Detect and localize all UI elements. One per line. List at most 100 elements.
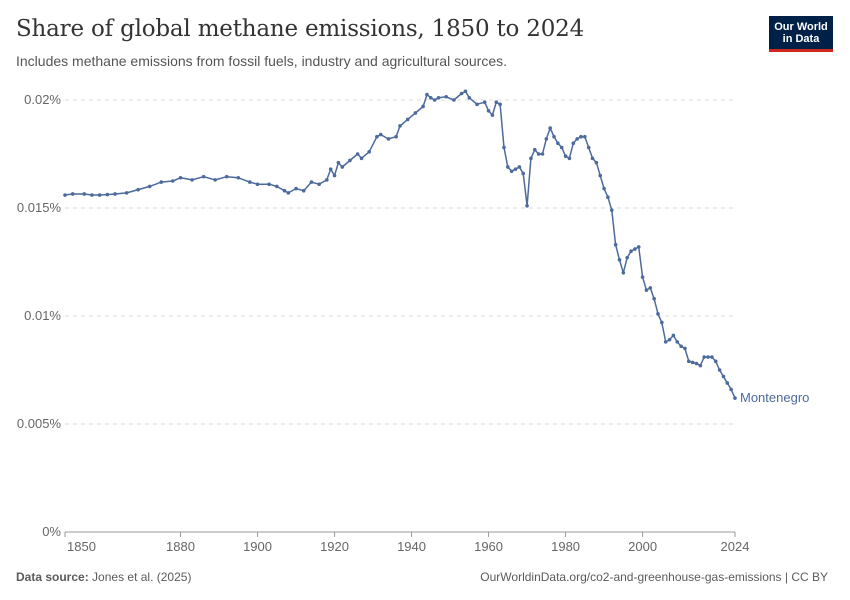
- data-point[interactable]: [648, 286, 653, 290]
- data-point[interactable]: [713, 359, 718, 364]
- data-point[interactable]: [429, 96, 433, 100]
- data-point[interactable]: [733, 396, 737, 400]
- data-point[interactable]: [559, 145, 564, 150]
- data-point[interactable]: [617, 258, 622, 262]
- footer-link[interactable]: OurWorldinData.org/co2-and-greenhouse-ga…: [480, 570, 828, 584]
- data-point[interactable]: [502, 145, 506, 150]
- data-point[interactable]: [286, 191, 291, 195]
- data-point[interactable]: [563, 154, 568, 158]
- data-point[interactable]: [556, 141, 560, 145]
- data-point[interactable]: [459, 91, 464, 96]
- data-point[interactable]: [178, 175, 183, 180]
- data-point[interactable]: [671, 333, 676, 338]
- data-point[interactable]: [301, 188, 306, 193]
- data-point[interactable]: [567, 156, 572, 161]
- data-point[interactable]: [405, 117, 410, 122]
- data-point[interactable]: [425, 92, 429, 97]
- data-point[interactable]: [378, 132, 383, 137]
- data-point[interactable]: [421, 104, 425, 109]
- data-point[interactable]: [82, 192, 87, 196]
- data-point[interactable]: [124, 191, 129, 195]
- data-point[interactable]: [213, 178, 217, 182]
- data-point[interactable]: [521, 171, 526, 176]
- data-point[interactable]: [348, 158, 352, 163]
- data-point[interactable]: [702, 355, 706, 359]
- data-point[interactable]: [613, 242, 618, 247]
- data-point[interactable]: [444, 94, 449, 99]
- data-point[interactable]: [571, 141, 576, 145]
- data-point[interactable]: [201, 174, 206, 179]
- data-point[interactable]: [690, 360, 695, 365]
- data-point[interactable]: [552, 134, 556, 139]
- data-point[interactable]: [294, 186, 298, 191]
- data-point[interactable]: [513, 167, 518, 171]
- data-point[interactable]: [517, 165, 522, 169]
- data-point[interactable]: [725, 381, 730, 385]
- data-point[interactable]: [590, 156, 595, 161]
- data-point[interactable]: [113, 192, 117, 196]
- data-point[interactable]: [667, 337, 672, 342]
- data-point[interactable]: [413, 111, 418, 115]
- data-point[interactable]: [325, 178, 329, 182]
- data-point[interactable]: [482, 100, 487, 104]
- data-point[interactable]: [717, 368, 722, 372]
- data-point[interactable]: [636, 245, 641, 249]
- data-point[interactable]: [336, 160, 341, 165]
- data-point[interactable]: [490, 113, 495, 117]
- data-point[interactable]: [171, 179, 175, 183]
- data-point[interactable]: [729, 387, 733, 392]
- data-point[interactable]: [309, 180, 314, 184]
- data-point[interactable]: [598, 173, 603, 178]
- data-point[interactable]: [721, 374, 726, 379]
- data-point[interactable]: [274, 184, 279, 189]
- data-point[interactable]: [386, 137, 391, 141]
- data-point[interactable]: [532, 147, 537, 152]
- data-point[interactable]: [97, 193, 102, 197]
- data-point[interactable]: [660, 320, 664, 325]
- data-point[interactable]: [683, 346, 687, 351]
- data-point[interactable]: [579, 134, 583, 139]
- data-point[interactable]: [332, 173, 337, 178]
- data-point[interactable]: [70, 192, 75, 196]
- data-point[interactable]: [475, 102, 479, 107]
- data-point[interactable]: [340, 165, 345, 169]
- data-point[interactable]: [506, 165, 510, 169]
- data-point[interactable]: [686, 359, 691, 364]
- owid-logo[interactable]: Our World in Data: [769, 16, 833, 52]
- data-point[interactable]: [583, 134, 587, 139]
- data-point[interactable]: [394, 134, 398, 139]
- data-point[interactable]: [656, 312, 660, 316]
- data-point[interactable]: [698, 363, 703, 368]
- data-point[interactable]: [586, 145, 591, 150]
- data-point[interactable]: [629, 249, 633, 253]
- data-point[interactable]: [529, 156, 533, 161]
- data-point[interactable]: [328, 167, 333, 171]
- data-point[interactable]: [675, 340, 680, 344]
- data-point[interactable]: [633, 247, 637, 251]
- data-point[interactable]: [540, 152, 545, 156]
- data-point[interactable]: [359, 156, 364, 161]
- data-point[interactable]: [609, 208, 614, 212]
- data-point[interactable]: [255, 182, 260, 187]
- data-point[interactable]: [694, 361, 699, 366]
- data-point[interactable]: [375, 134, 379, 139]
- data-point[interactable]: [621, 271, 626, 275]
- data-point[interactable]: [367, 150, 371, 154]
- data-point[interactable]: [136, 187, 140, 192]
- data-point[interactable]: [575, 137, 579, 141]
- data-point[interactable]: [467, 96, 472, 100]
- data-point[interactable]: [147, 184, 152, 189]
- data-point[interactable]: [679, 344, 683, 349]
- data-point[interactable]: [548, 126, 552, 130]
- data-point[interactable]: [248, 180, 252, 184]
- data-point[interactable]: [544, 137, 549, 141]
- data-point[interactable]: [436, 96, 441, 100]
- data-point[interactable]: [606, 195, 610, 199]
- data-point[interactable]: [63, 193, 67, 197]
- data-point[interactable]: [494, 100, 499, 104]
- data-point[interactable]: [486, 109, 491, 113]
- data-point[interactable]: [236, 175, 241, 180]
- data-point[interactable]: [224, 174, 229, 179]
- data-point[interactable]: [594, 160, 599, 165]
- data-point[interactable]: [452, 98, 456, 102]
